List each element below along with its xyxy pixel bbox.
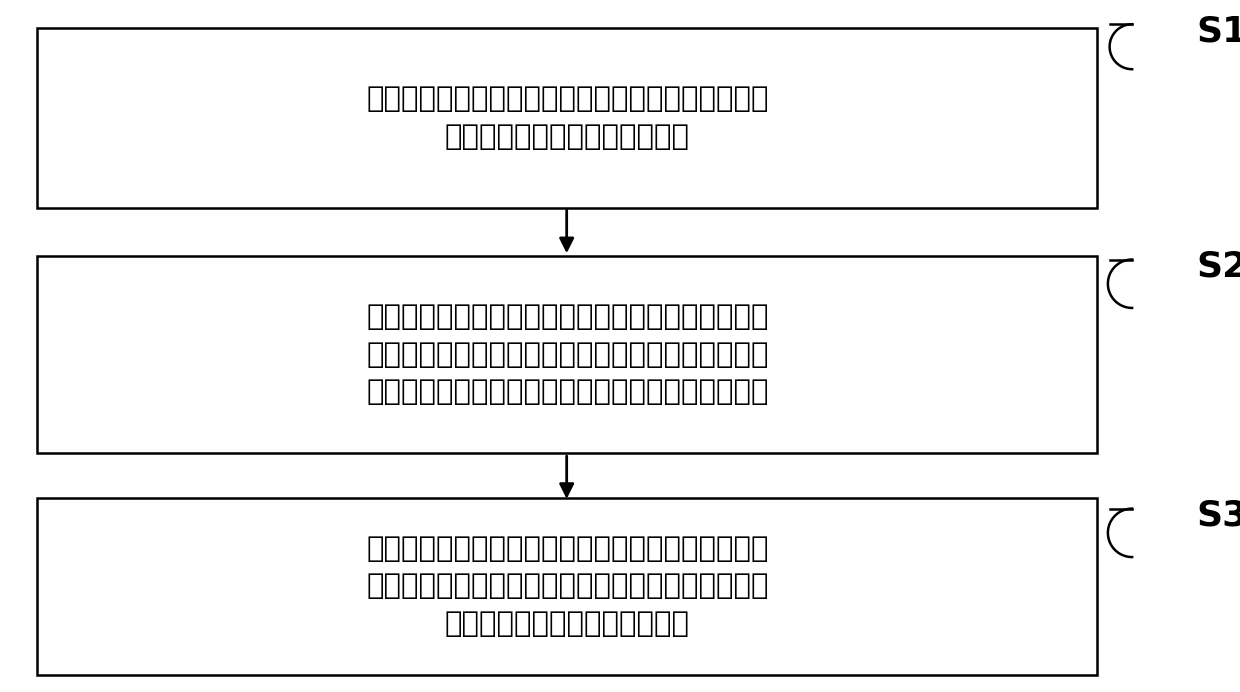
Text: 通过所述模数转换器将所述第一电压的模拟信号转换: 通过所述模数转换器将所述第一电压的模拟信号转换 — [366, 303, 769, 331]
FancyBboxPatch shape — [37, 28, 1097, 208]
FancyBboxPatch shape — [37, 256, 1097, 453]
Text: ，确定所述电池的可用电压，并根据预设的电压电量: ，确定所述电池的可用电压，并根据预设的电压电量 — [366, 572, 769, 601]
Text: 值进行均值计算，获取第一电压对应的第一均值电压: 值进行均值计算，获取第一电压对应的第一均值电压 — [366, 379, 769, 406]
Text: S20: S20 — [1197, 249, 1240, 284]
Text: S30: S30 — [1197, 498, 1240, 533]
FancyBboxPatch shape — [37, 498, 1097, 675]
Text: 所述第一电压发送至模数转换器: 所述第一电压发送至模数转换器 — [445, 122, 689, 151]
Text: 根据所述第一均值电压与预设的放电终止电压的差值: 根据所述第一均值电压与预设的放电终止电压的差值 — [366, 535, 769, 563]
Text: S10: S10 — [1197, 14, 1240, 48]
Text: 为数字电压值，并对连续采样的预设数量的数字电压: 为数字电压值，并对连续采样的预设数量的数字电压 — [366, 340, 769, 369]
Text: 对应表，计算所述电池的总容量: 对应表，计算所述电池的总容量 — [445, 610, 689, 638]
Text: 当电池充满电时，获取所述电池两端的第一电压，将: 当电池充满电时，获取所述电池两端的第一电压，将 — [366, 84, 769, 113]
